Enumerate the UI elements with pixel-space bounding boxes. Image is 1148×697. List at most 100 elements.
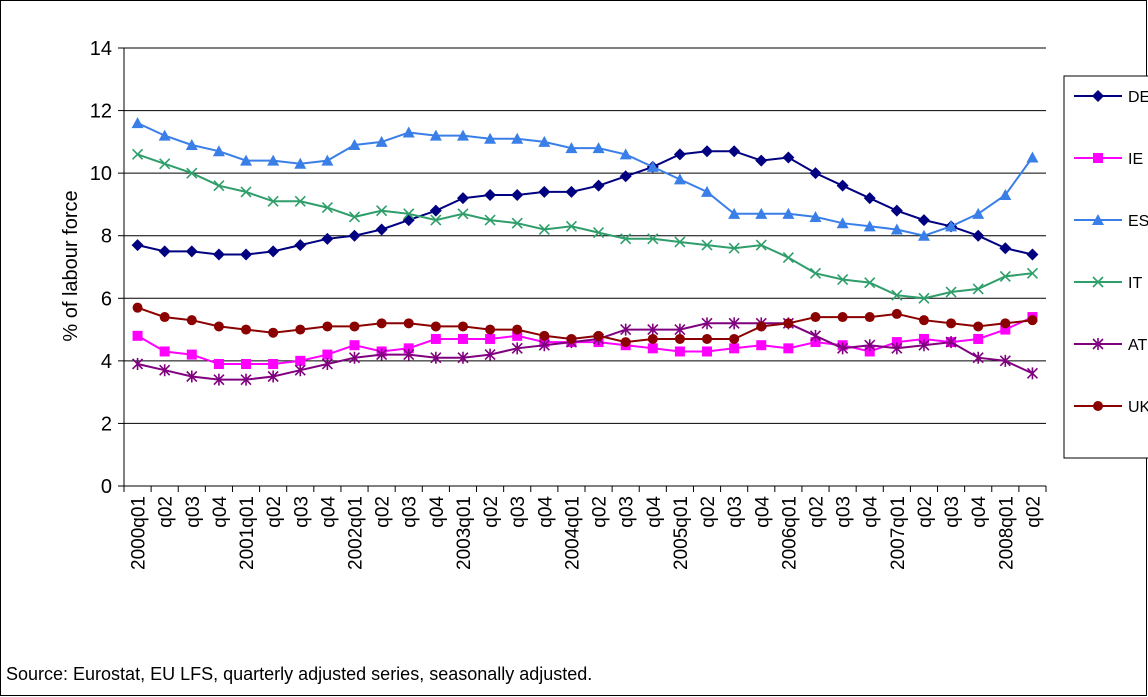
data-point	[809, 167, 822, 180]
data-point	[158, 129, 171, 141]
data-point	[430, 214, 442, 226]
data-point	[647, 333, 658, 344]
series-line-es	[137, 122, 1034, 237]
data-point	[321, 232, 334, 245]
x-tick-label: q02	[807, 496, 828, 528]
data-point	[673, 148, 686, 161]
y-tick-label: 0	[101, 476, 112, 498]
data-point	[240, 373, 252, 386]
data-point	[186, 167, 198, 179]
legend-label: AT	[1128, 337, 1147, 354]
data-point	[511, 132, 524, 144]
data-point	[837, 312, 848, 323]
data-point	[783, 318, 794, 329]
data-point	[321, 357, 333, 370]
data-point	[430, 351, 442, 364]
data-point	[999, 270, 1011, 282]
data-point	[429, 204, 442, 217]
data-point	[484, 132, 497, 144]
data-point	[295, 324, 306, 335]
x-tick-label: 2003q01	[454, 496, 475, 570]
data-point	[539, 330, 550, 341]
data-point	[782, 207, 795, 219]
x-tick-label: 2000q01	[129, 496, 150, 570]
data-point	[511, 342, 523, 355]
data-point	[999, 354, 1011, 367]
data-point	[213, 373, 225, 386]
data-point	[322, 321, 333, 332]
data-point	[836, 179, 849, 192]
y-tick-label: 4	[101, 351, 112, 373]
x-tick-label: 2007q01	[888, 496, 909, 570]
data-point	[917, 214, 930, 227]
data-point	[1027, 315, 1038, 326]
data-point	[918, 315, 929, 326]
data-point	[375, 135, 388, 147]
data-point	[809, 210, 822, 222]
data-point	[1026, 151, 1039, 163]
data-point	[729, 333, 740, 344]
y-tick-labels: 0 2 4 6 8 10 12 14	[90, 38, 112, 498]
x-tick-label: q02	[590, 496, 611, 528]
x-tick-label: q03	[291, 496, 312, 528]
x-tick-label: 2001q01	[237, 496, 258, 570]
legend-label: DE	[1128, 89, 1148, 106]
data-point	[864, 277, 876, 289]
x-tick-label: q03	[400, 496, 421, 528]
data-point	[402, 214, 415, 227]
data-point	[809, 267, 822, 279]
data-point	[131, 239, 144, 252]
data-point	[349, 340, 360, 351]
data-point	[810, 312, 821, 323]
data-point	[430, 321, 441, 332]
legend-marker	[1092, 214, 1104, 225]
axes	[118, 47, 1047, 492]
data-point	[349, 321, 360, 332]
data-point	[348, 138, 361, 150]
legend-marker	[1093, 401, 1103, 411]
data-point	[782, 252, 794, 264]
data-point	[619, 170, 632, 183]
data-point	[457, 208, 469, 220]
legend-item-ie: IE	[1074, 151, 1143, 168]
series-lines	[131, 117, 1039, 386]
series-line-uk	[137, 306, 1033, 344]
data-point	[485, 333, 496, 344]
data-point	[674, 333, 685, 344]
data-point	[132, 302, 143, 313]
data-point	[755, 207, 768, 219]
data-point	[946, 318, 957, 329]
data-point	[158, 245, 171, 258]
data-point	[186, 370, 198, 383]
data-point	[456, 129, 469, 141]
data-point	[159, 158, 171, 170]
data-point	[863, 192, 876, 205]
data-point	[484, 348, 496, 361]
data-point	[375, 223, 388, 236]
x-tick-label: 2005q01	[671, 496, 692, 570]
data-point	[565, 220, 578, 232]
data-point	[348, 229, 361, 242]
data-point	[240, 248, 253, 261]
data-point	[973, 333, 984, 344]
data-point	[321, 201, 333, 214]
series-line-de	[137, 150, 1033, 256]
data-point	[565, 142, 578, 154]
data-point	[512, 324, 523, 335]
data-point	[837, 342, 849, 355]
legend-label: IT	[1128, 275, 1142, 292]
data-point	[972, 351, 984, 364]
data-point	[647, 233, 659, 245]
data-point	[620, 323, 632, 336]
data-point	[972, 207, 985, 219]
x-tick-label: q04	[752, 496, 773, 528]
data-point	[295, 355, 306, 366]
x-tick-label: q04	[969, 496, 990, 528]
data-point	[945, 336, 957, 349]
data-point	[538, 223, 550, 236]
data-point	[430, 333, 441, 344]
data-point	[701, 185, 714, 197]
data-point	[1026, 267, 1039, 279]
